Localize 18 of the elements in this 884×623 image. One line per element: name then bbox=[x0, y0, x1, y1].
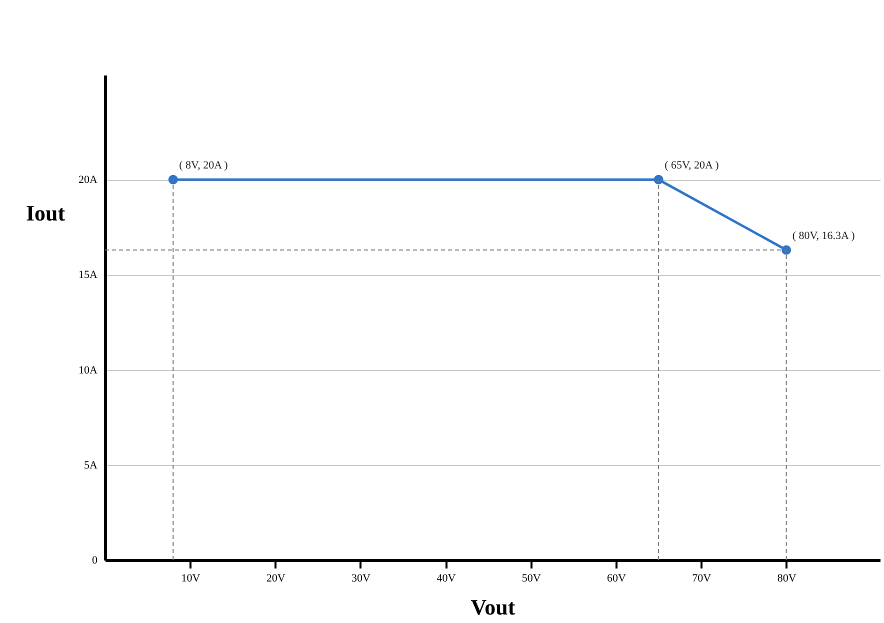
x-tick-label: 30V bbox=[352, 572, 371, 584]
y-axis-title: Iout bbox=[26, 200, 66, 226]
x-tick-label: 40V bbox=[436, 572, 456, 584]
y-tick-label: 0 bbox=[92, 554, 98, 566]
annotation: ( 80V, 16.3A ) bbox=[792, 230, 856, 242]
x-tick-label: 20V bbox=[266, 572, 286, 584]
y-tick-label: 5A bbox=[84, 459, 98, 472]
y-tick-label: 10A bbox=[78, 364, 98, 376]
x-tick-label: 50V bbox=[522, 572, 541, 584]
x-axis-title: Vout bbox=[470, 594, 516, 620]
y-tick-label: 20A bbox=[78, 174, 98, 186]
x-tick-label: 80V bbox=[777, 572, 796, 584]
annotation: ( 65V, 20A ) bbox=[664, 160, 720, 172]
y-tick-label: 15A bbox=[78, 269, 98, 282]
annotation: ( 8V, 20A ) bbox=[179, 160, 228, 172]
x-tick-label: 10V bbox=[181, 572, 200, 584]
x-tick-label: 70V bbox=[692, 572, 712, 584]
x-tick-label: 60V bbox=[607, 572, 626, 584]
